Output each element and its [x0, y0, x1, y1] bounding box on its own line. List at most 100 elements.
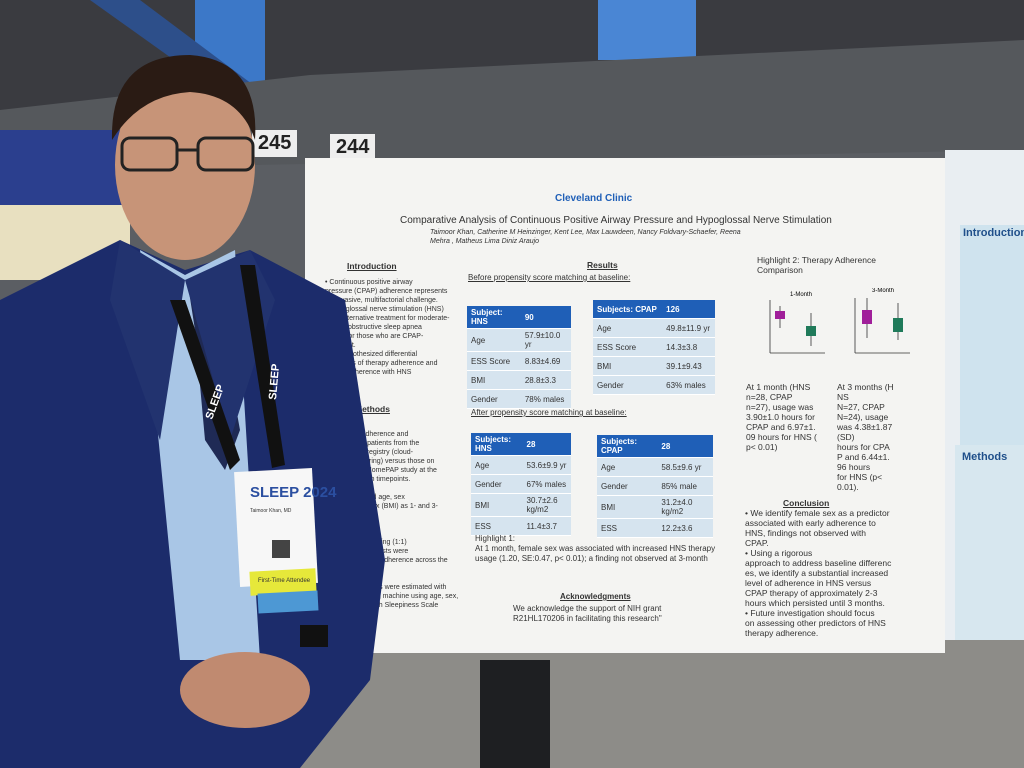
- text-line: Inspire HNS registry (cloud-: [327, 449, 413, 456]
- table: Subjects: CPAP 126 Age 49.8±11.9 yr ESS Scor…: [593, 300, 715, 395]
- authors: Taimoor Khan, Catherine M Heinzinger, Ke…: [430, 228, 741, 246]
- text-line: CPAP therapy of approximately 2-3: [745, 588, 878, 598]
- text-line: 09 hours for HNS (: [746, 432, 817, 442]
- text-line: gradient boosting machine using age, sex…: [327, 593, 459, 600]
- text-line: Compared adherence and: [327, 431, 409, 438]
- text-line: was 4.38±1.87: [837, 422, 893, 432]
- table-cell: BMI: [467, 370, 521, 390]
- table-cell: 28.8±3.3: [520, 370, 571, 390]
- table-cell: 63% males: [662, 375, 715, 395]
- institution: Cleveland Clinic: [555, 193, 633, 204]
- table-row: ESS Score 14.3±3.8: [593, 337, 715, 357]
- booth-number: 244: [330, 134, 376, 161]
- table-row: BMI 30.7±2.6 kg/m2: [471, 493, 571, 517]
- table-cell: 30.7±2.6 kg/m2: [522, 493, 571, 517]
- table-row: Gender 78% males: [467, 389, 571, 409]
- text-line: for HNS (p<: [837, 472, 883, 482]
- table-cell: Gender: [467, 389, 521, 409]
- text-line: therapy adherence.: [745, 628, 819, 638]
- table-cell: 8.83±4.69: [520, 351, 571, 371]
- table-row: Gender 85% male: [597, 476, 713, 496]
- text-line: hours which persisted until 3 months.: [745, 598, 885, 608]
- text-line: hours for CPA: [837, 442, 890, 452]
- table-cell: BMI: [597, 495, 658, 519]
- text-line: a pervasive, multifactorial challenge.: [325, 297, 438, 304]
- table-cell: 78% males: [520, 389, 571, 409]
- text-line: We acknowledge the support of NIH grant: [513, 604, 662, 613]
- highlight-text: Highlight 1: At 1 month, female sex was a…: [475, 534, 715, 564]
- highlight-text: At 1 month (HNS n=28, CPAP n=27), usage wa…: [746, 382, 817, 452]
- table-cell: 39.1±9.43: [662, 356, 715, 376]
- plot-title: 3-Month: [872, 288, 894, 294]
- text-line: CPAP and 6.97±1.: [746, 422, 816, 432]
- badge-name: Taimoor Khan, MD: [250, 508, 292, 514]
- text-line: N=27, CPAP: [837, 402, 885, 412]
- table-cell: BMI: [593, 356, 663, 376]
- table-cell: 31.2±4.0 kg/m2: [657, 495, 713, 519]
- section-heading: Results: [587, 260, 618, 270]
- table-cell: Subject: HNS: [467, 306, 521, 329]
- neighbor-heading: Methods: [962, 451, 1008, 463]
- badge-ribbon: First-Time Attendee: [258, 578, 311, 584]
- section-heading: Introduction: [347, 261, 397, 271]
- table-row: Gender 63% males: [593, 375, 715, 395]
- table-cell: Age: [471, 455, 523, 475]
- text-line: Mehra , Matheus Lima Diniz Araujo: [430, 238, 540, 245]
- text-line: • We identify female sex as a predictor: [745, 508, 890, 518]
- highlight-title: Highlight 2: Therapy Adherence Comparison: [757, 255, 876, 275]
- table-cell: 28: [657, 435, 713, 458]
- table-cell: ESS: [597, 518, 658, 538]
- table-cell: Age: [467, 328, 521, 352]
- subheading: After propensity score matching at basel…: [471, 408, 627, 417]
- table-cell: 85% male: [657, 476, 713, 496]
- text-line: is an alternative treatment for moderate…: [325, 315, 450, 322]
- section-heading: Conclusion: [783, 498, 830, 508]
- table-row: ESS Score 8.83±4.69: [467, 351, 571, 371]
- text-line: Highlight 1:: [475, 534, 516, 543]
- table-cell: Age: [597, 457, 658, 477]
- table-row: ESS 12.2±3.6: [597, 518, 713, 538]
- table: Subjects: HNS 28 Age 53.6±9.9 yr Gender 67% m…: [471, 433, 571, 536]
- table-cell: Subjects: CPAP: [593, 300, 663, 319]
- text-line: on assessing other predictors of HNS: [745, 618, 886, 628]
- table-cell: 11.4±3.7: [522, 516, 571, 536]
- table-row: BMI 28.8±3.3: [467, 370, 571, 390]
- table-cell: 49.8±11.9 yr: [662, 318, 715, 338]
- text-line: 0.01).: [837, 482, 859, 492]
- text-line: 96 hours: [837, 462, 871, 472]
- table: Subject: HNS 90 Age 57.9±10.0 yr ESS Score 8.…: [467, 306, 571, 409]
- table-row: Age 57.9±10.0 yr: [467, 328, 571, 352]
- table: Subjects: CPAP 28 Age 58.5±9.6 yr Gender 85% …: [597, 435, 713, 538]
- text-line: predictors in patients from the: [327, 440, 420, 447]
- text-line: • Future investigation should focus: [745, 608, 875, 618]
- table-cell: ESS Score: [467, 351, 521, 371]
- text-line: At 1 month, female sex was associated wi…: [475, 544, 716, 553]
- text-line: 3.90±1.0 hours for: [746, 412, 815, 422]
- table-cell: Gender: [593, 375, 663, 395]
- table-row: Age 49.8±11.9 yr: [593, 318, 715, 338]
- ack-text: We acknowledge the support of NIH grant R…: [513, 604, 662, 624]
- text-line: HNS, findings not observed with: [745, 528, 866, 538]
- text-line: At 1 month (HNS: [746, 382, 811, 392]
- text-line: the ResMed HomePAP study at the: [327, 467, 437, 474]
- table-cell: BMI: [471, 493, 523, 517]
- text-line: pressure (CPAP) adherence represents: [325, 288, 448, 295]
- poster: Cleveland Clinic Comparative Analysis of…: [305, 158, 945, 653]
- text-line: • Continuous positive airway: [325, 279, 413, 286]
- box-plots: 1-Month 3-Month: [769, 288, 910, 354]
- table-cell: Gender: [597, 476, 658, 496]
- table-row: ESS 11.4±3.7: [471, 516, 571, 536]
- table-row: Subjects: CPAP 28: [597, 435, 713, 458]
- text-line: • Hypoglossal nerve stimulation (HNS): [325, 306, 444, 313]
- table-cell: 53.6±9.9 yr: [522, 455, 571, 475]
- text-line: similar adherence with HNS: [325, 369, 412, 376]
- table-cell: 126: [662, 300, 715, 319]
- text-line: Propensity scores were estimated with: [327, 584, 447, 591]
- text-line: n=27), usage was: [746, 402, 814, 412]
- badge-event: SLEEP 2024: [250, 484, 337, 501]
- table-cell: Gender: [471, 474, 523, 494]
- table-row: Gender 67% males: [471, 474, 571, 494]
- table-cell: 57.9±10.0 yr: [520, 328, 571, 352]
- text-line: NS: [837, 392, 849, 402]
